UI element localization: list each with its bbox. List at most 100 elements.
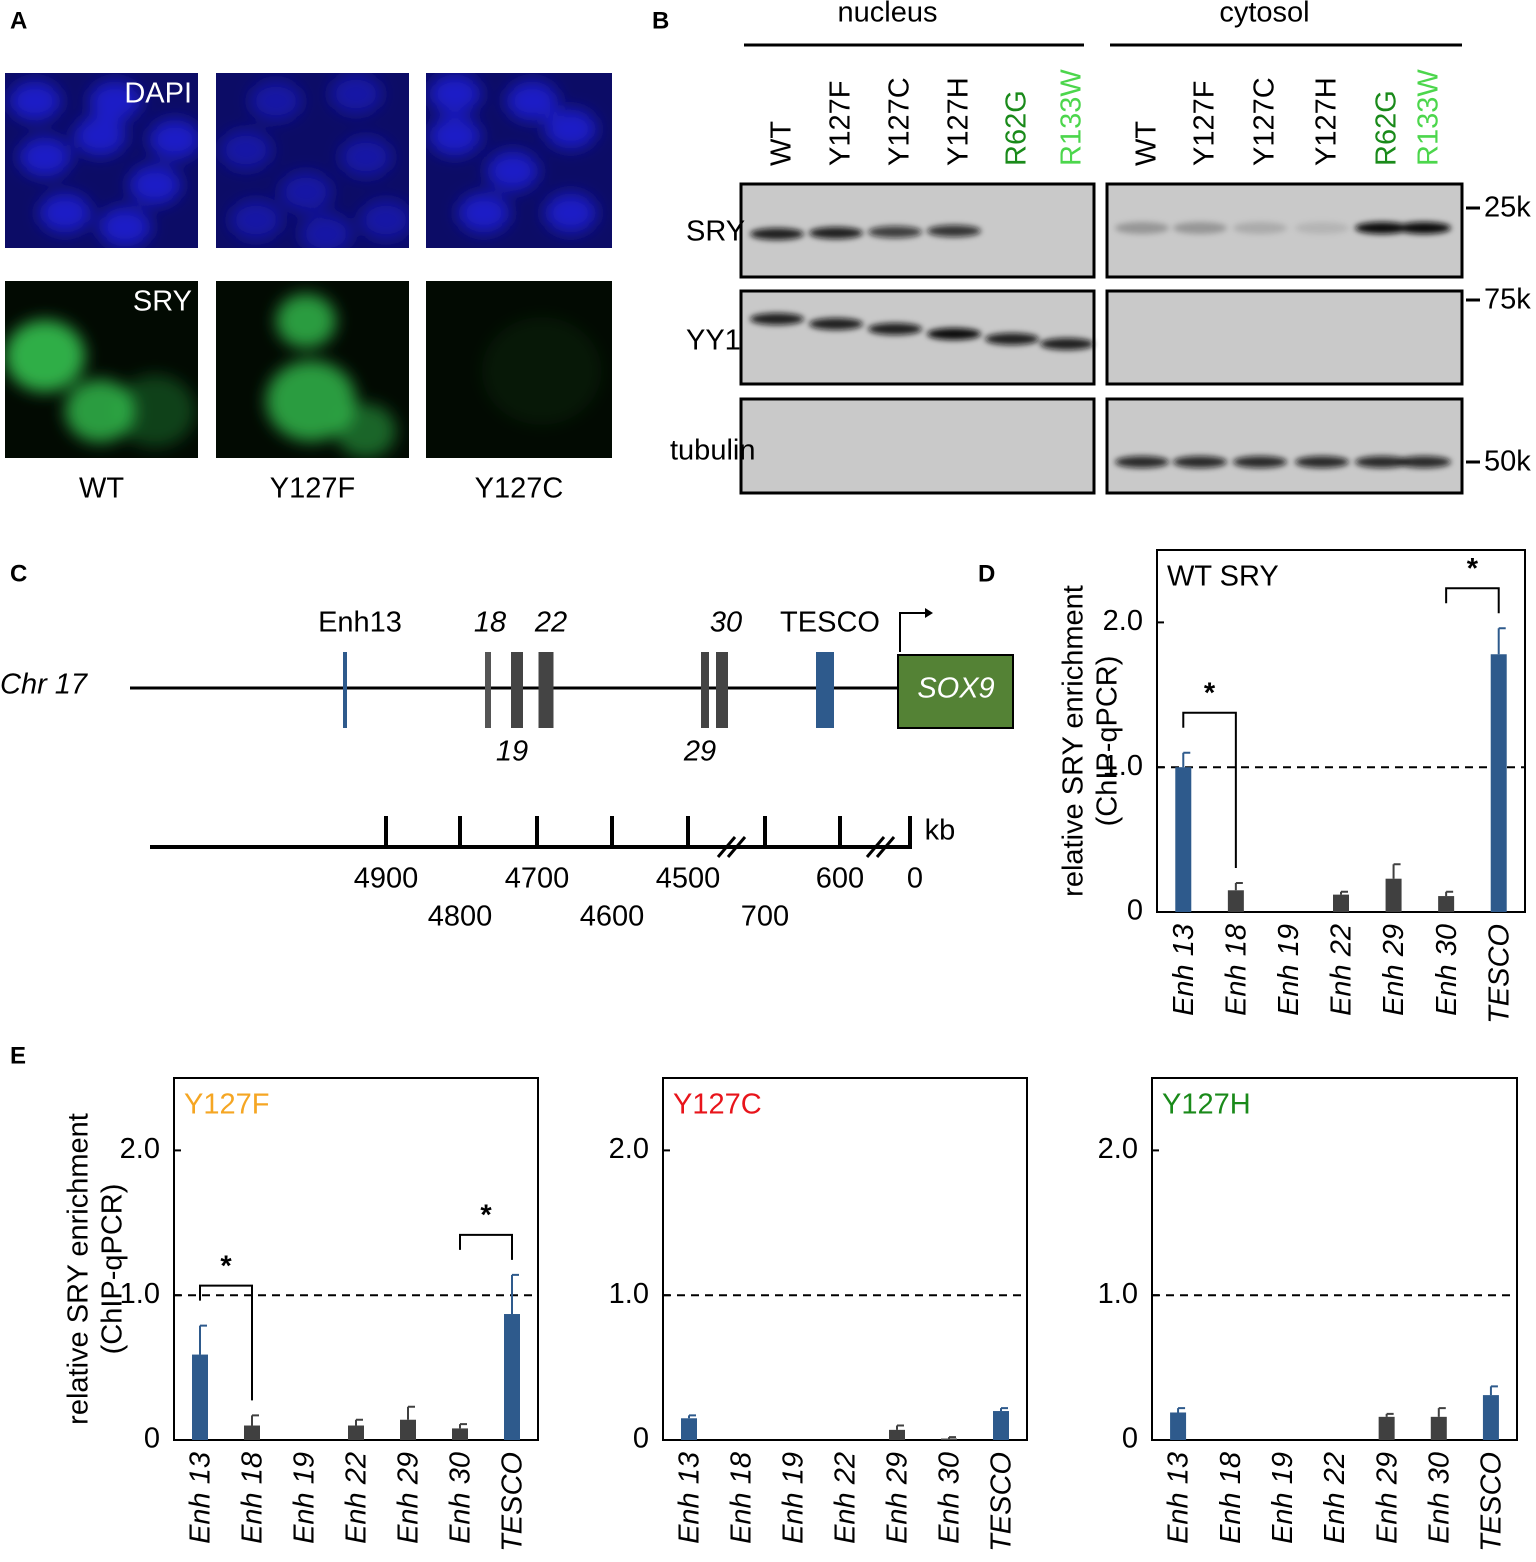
row-label: YY1 [686, 325, 741, 357]
y-axis-label: relative SRY enrichment [1058, 585, 1090, 897]
nucleus [340, 137, 392, 177]
fraction-label: cytosol [1219, 0, 1309, 29]
bar [192, 1354, 208, 1440]
x-tick-label: Enh 29 [393, 1452, 425, 1544]
bar [400, 1419, 416, 1440]
y-tick-label: 0 [1127, 895, 1143, 927]
lane-label: WT [1131, 121, 1163, 166]
bands [1115, 456, 1451, 468]
y-tick-label: 2.0 [120, 1133, 160, 1165]
panel-label: B [652, 7, 669, 34]
x-tick-label: Enh 29 [1371, 1452, 1403, 1544]
marker-label: 50k [1484, 446, 1531, 478]
nucleus [544, 109, 597, 149]
scale-label: 600 [816, 863, 864, 895]
lane-label: Y127F [1189, 81, 1221, 166]
x-tick-label: Enh 19 [1273, 924, 1305, 1016]
nucleus [149, 119, 198, 160]
nucleus [9, 81, 61, 121]
lane-label: Y127C [884, 77, 916, 166]
error-bar [688, 1414, 696, 1419]
band [1233, 456, 1287, 468]
bar [504, 1314, 520, 1440]
plot-frame [1156, 549, 1526, 913]
significance-bracket [1445, 587, 1500, 614]
error-bar [1392, 863, 1401, 879]
bar [681, 1418, 697, 1440]
lane-label: R62G [1001, 90, 1033, 166]
scale-break [726, 836, 747, 858]
error-bar [407, 1405, 415, 1420]
bar [889, 1429, 905, 1440]
band [985, 333, 1039, 345]
x-tick-label: TESCO [1483, 924, 1515, 1024]
error-bar [511, 1273, 519, 1315]
lane-label: WT [766, 121, 798, 166]
band [1040, 338, 1094, 350]
lane-label: R133W [1413, 69, 1445, 166]
sry-signal [5, 320, 85, 392]
lane-label: Y127H [943, 77, 975, 166]
panel-label: A [10, 7, 27, 34]
error-bar [1177, 1407, 1186, 1413]
element-label: Enh13 [318, 607, 402, 639]
sry-signal [276, 294, 336, 348]
significance-label: * [1467, 553, 1479, 585]
micrograph [426, 281, 612, 458]
row-label: tubulin [670, 435, 755, 467]
significance-label: * [1204, 677, 1216, 709]
error-bar [896, 1424, 904, 1430]
significance-bracket [1182, 711, 1237, 869]
band [809, 227, 863, 239]
scale-unit: kb [925, 815, 956, 847]
significance-label: * [480, 1200, 492, 1232]
error-bar [1489, 1385, 1498, 1396]
error-bar [459, 1423, 467, 1429]
y-tick-label: 2.0 [1103, 605, 1143, 637]
band [1173, 456, 1227, 468]
micrograph-content [220, 74, 409, 248]
gene-label: SOX9 [917, 673, 994, 705]
bands [750, 225, 981, 240]
x-tick-label: TESCO [497, 1452, 529, 1552]
element-label: 30 [710, 607, 742, 639]
panel-label: D [978, 560, 995, 587]
y-tick-label: 1.0 [609, 1278, 649, 1310]
blot [1105, 289, 1464, 386]
element-label: 19 [496, 736, 528, 768]
band [1115, 222, 1169, 234]
bar [1385, 878, 1402, 912]
bar [1490, 654, 1507, 912]
error-bar [199, 1324, 207, 1355]
bar [1227, 890, 1244, 912]
x-tick-label: Enh 13 [185, 1452, 217, 1544]
error-bar [1000, 1407, 1008, 1412]
x-tick-label: Enh 30 [1431, 924, 1463, 1016]
row-label: SRY [686, 216, 745, 248]
micrograph [426, 73, 612, 248]
nucleus [74, 116, 126, 156]
chart-title: WT SRY [1167, 561, 1279, 593]
scale-label: 0 [907, 863, 923, 895]
lane-label: Y127C [1249, 77, 1281, 166]
scale-label: 4600 [580, 901, 645, 933]
band [1295, 456, 1349, 468]
plot-frame [1151, 1077, 1518, 1441]
x-tick-label: Enh 19 [289, 1452, 321, 1544]
micrograph [216, 281, 409, 458]
x-tick-label: Enh 18 [1215, 1452, 1247, 1544]
bar [993, 1411, 1009, 1440]
significance-bracket [199, 1284, 253, 1401]
error-bar [1437, 1407, 1446, 1417]
y-tick-label: 0 [633, 1423, 649, 1455]
fraction-label: nucleus [838, 0, 938, 29]
chromosome-label: Chr 17 [0, 669, 89, 701]
x-tick-label: Enh 22 [1326, 924, 1358, 1016]
chart-title: Y127F [184, 1089, 269, 1121]
nucleus [428, 116, 481, 156]
blot [739, 397, 1096, 495]
bar [1175, 767, 1192, 912]
bar [1482, 1395, 1499, 1440]
band [868, 323, 922, 335]
bar [1170, 1412, 1187, 1440]
